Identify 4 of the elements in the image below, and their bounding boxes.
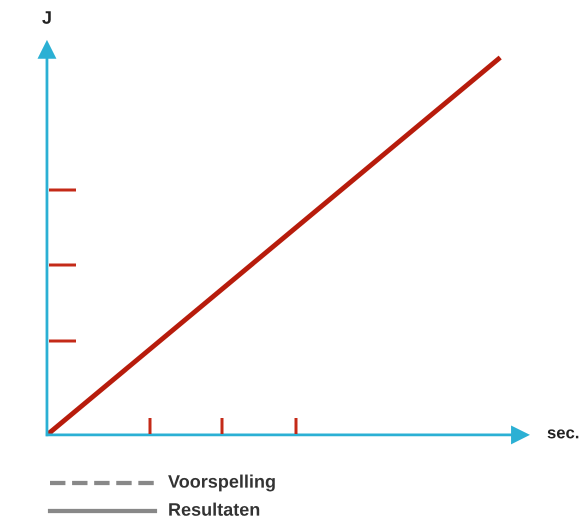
text: Resultaten [169,502,260,516]
text: Voorspelling [168,474,275,492]
annotation: sec. [548,429,578,438]
y-axis-title: J [42,11,51,24]
